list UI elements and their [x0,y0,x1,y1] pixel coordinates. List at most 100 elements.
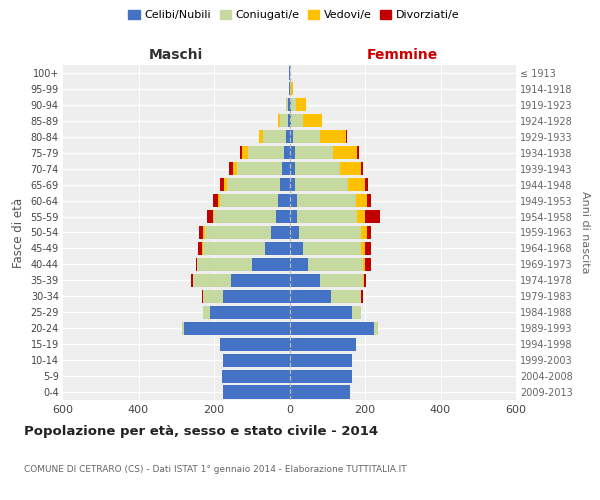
Bar [296,98,306,112]
Bar [291,82,293,96]
Bar [290,290,331,303]
Bar [280,114,287,128]
Legend: Celibi/Nubili, Coniugati/e, Vedovi/e, Divorziati/e: Celibi/Nubili, Coniugati/e, Vedovi/e, Di… [124,6,464,25]
Bar [295,162,340,175]
Bar [295,178,348,191]
Bar [290,258,308,271]
Bar [207,210,213,223]
Bar [202,290,203,303]
Bar [297,210,358,223]
Bar [365,178,368,191]
Bar [361,226,367,239]
Bar [191,274,193,287]
Bar [361,242,365,255]
Bar [252,258,290,271]
Text: Maschi: Maschi [149,48,203,62]
Bar [290,354,352,366]
Bar [196,258,197,271]
Bar [193,274,231,287]
Bar [236,162,282,175]
Text: Popolazione per età, sesso e stato civile - 2014: Popolazione per età, sesso e stato civil… [24,425,378,438]
Bar [289,66,290,80]
Bar [290,114,292,128]
Bar [223,354,290,366]
Bar [197,258,252,271]
Bar [271,226,290,239]
Bar [214,210,276,223]
Bar [303,114,322,128]
Bar [278,194,290,207]
Bar [182,322,184,335]
Bar [286,130,290,143]
Bar [284,146,290,160]
Bar [203,242,265,255]
Bar [213,210,214,223]
Bar [358,210,365,223]
Bar [363,274,364,287]
Bar [202,242,203,255]
Bar [365,210,380,223]
Bar [280,178,290,191]
Bar [367,226,371,239]
Bar [348,178,365,191]
Bar [231,274,290,287]
Bar [242,146,248,160]
Bar [290,210,297,223]
Bar [210,306,290,319]
Bar [295,146,333,160]
Bar [184,322,290,335]
Bar [224,178,227,191]
Bar [229,162,233,175]
Bar [241,146,242,160]
Bar [220,194,278,207]
Bar [367,194,371,207]
Bar [223,290,290,303]
Bar [203,306,210,319]
Bar [259,130,263,143]
Bar [290,82,291,96]
Bar [282,162,290,175]
Bar [286,98,289,112]
Bar [331,290,361,303]
Bar [203,226,205,239]
Bar [203,290,223,303]
Bar [289,82,290,96]
Text: COMUNE DI CETRARO (CS) - Dati ISTAT 1° gennaio 2014 - Elaborazione TUTTITALIA.IT: COMUNE DI CETRARO (CS) - Dati ISTAT 1° g… [24,466,407,474]
Bar [352,306,361,319]
Bar [199,226,203,239]
Bar [290,274,320,287]
Bar [218,194,220,207]
Bar [290,130,293,143]
Bar [374,322,378,335]
Bar [290,322,374,335]
Bar [303,242,361,255]
Bar [333,146,358,160]
Bar [356,194,367,207]
Bar [198,242,202,255]
Bar [290,306,352,319]
Bar [265,242,290,255]
Bar [290,370,352,382]
Bar [293,130,320,143]
Y-axis label: Anni di nascita: Anni di nascita [580,191,590,274]
Bar [205,226,271,239]
Bar [290,386,350,398]
Bar [290,178,295,191]
Bar [299,226,361,239]
Bar [290,98,296,112]
Bar [290,242,303,255]
Bar [290,338,356,350]
Bar [221,370,290,382]
Bar [227,178,280,191]
Bar [276,210,290,223]
Bar [223,386,290,398]
Bar [290,146,295,160]
Bar [365,242,371,255]
Bar [363,258,365,271]
Bar [320,130,346,143]
Bar [364,274,366,287]
Bar [297,194,356,207]
Bar [289,98,290,112]
Bar [308,258,363,271]
Bar [292,114,303,128]
